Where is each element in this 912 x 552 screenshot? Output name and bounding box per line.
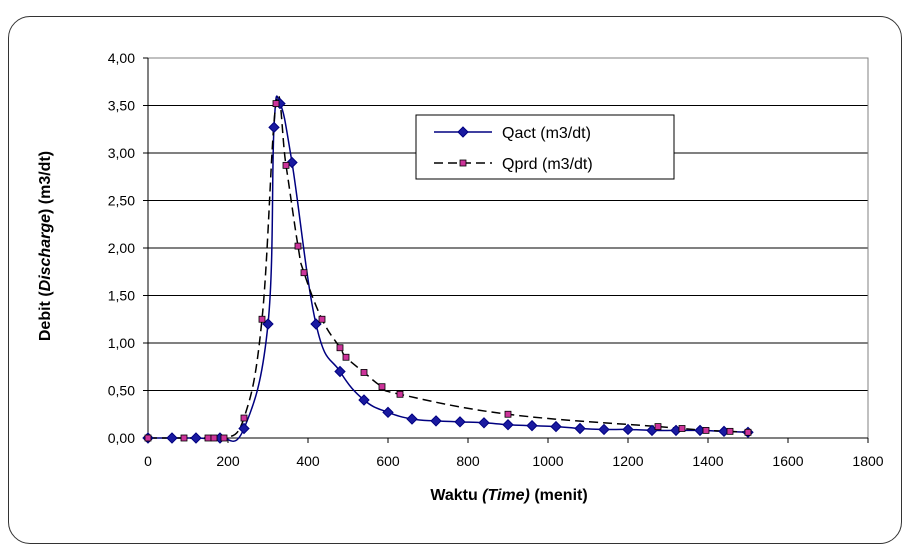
data-point-qprd <box>360 369 368 376</box>
y-tick-label: 4,00 <box>108 50 135 66</box>
legend-marker-qprd <box>459 159 467 167</box>
chart-frame <box>8 16 902 544</box>
data-point-qact <box>550 420 562 433</box>
y-tick-label: 0,00 <box>108 430 135 446</box>
y-axis-ticks: 0,00 0,50 1,00 1,50 2,00 2,50 3,00 3,50 4,00 <box>108 50 149 446</box>
x-tick-label: 400 <box>296 453 320 469</box>
data-point-qact <box>574 422 586 435</box>
legend-label-qact: Qact (m3/dt) <box>502 125 591 142</box>
y-tick-label: 2,50 <box>108 193 135 209</box>
data-point-qact <box>406 413 418 425</box>
data-point-qprd <box>282 161 290 169</box>
data-point-qprd <box>240 414 248 422</box>
x-axis-title: Waktu (Time) (menit) <box>430 487 587 504</box>
x-axis-title-part-1: Waktu <box>430 487 482 504</box>
y-tick-label: 0,50 <box>108 383 135 399</box>
x-tick-label: 600 <box>376 453 400 469</box>
data-point-qprd <box>726 427 734 435</box>
legend-label-qprd: Qprd (m3/dt) <box>502 156 593 173</box>
x-axis-ticks: 0 200 400 600 800 1000 1200 1400 1600 1800 <box>144 437 884 469</box>
data-point-qprd <box>258 315 266 323</box>
data-point-qprd <box>220 434 228 442</box>
data-point-qact <box>430 415 442 427</box>
x-axis-title-part-2: (Time) <box>482 487 530 504</box>
legend: Qact (m3/dt) Qprd (m3/dt) <box>415 114 675 180</box>
data-point-qprd <box>504 410 512 418</box>
data-point-qact <box>502 418 514 431</box>
data-point-qact <box>268 121 280 134</box>
x-tick-label: 1600 <box>772 453 803 469</box>
data-point-qprd <box>342 353 350 361</box>
data-point-qprd <box>336 344 344 352</box>
x-tick-label: 1800 <box>852 453 883 469</box>
data-point-qprd <box>272 100 280 107</box>
y-axis-title-part-2: Discharge <box>37 214 54 291</box>
data-point-qprd <box>180 434 188 442</box>
y-axis-title-part-3: ) (m3/dt) <box>37 151 54 214</box>
data-point-qprd <box>396 390 404 398</box>
x-tick-label: 200 <box>216 453 240 469</box>
data-point-qact <box>598 423 610 436</box>
data-point-qprd <box>294 242 302 250</box>
data-point-qact <box>190 432 202 444</box>
y-tick-label: 3,00 <box>108 145 135 161</box>
data-point-qact <box>478 417 490 429</box>
data-point-qprd <box>204 434 212 442</box>
legend-box <box>415 114 675 180</box>
data-point-qact <box>382 406 394 419</box>
x-tick-label: 0 <box>144 453 152 469</box>
data-point-qact <box>334 365 346 378</box>
y-tick-label: 2,00 <box>108 240 135 256</box>
y-tick-label: 1,00 <box>108 335 135 351</box>
data-point-qact <box>358 394 370 406</box>
data-point-qprd <box>144 434 152 442</box>
y-axis-title-part-1: Debit ( <box>37 291 54 341</box>
x-tick-label: 1200 <box>612 453 643 469</box>
y-tick-label: 1,50 <box>108 288 135 304</box>
data-point-qact <box>286 156 298 169</box>
data-point-qprd <box>318 315 326 323</box>
data-point-qact <box>238 422 250 435</box>
x-tick-label: 1000 <box>532 453 563 469</box>
data-point-qact <box>454 416 466 428</box>
x-axis-title-part-3: (menit) <box>530 487 588 504</box>
data-point-qprd <box>378 383 386 391</box>
data-point-qprd <box>744 428 752 436</box>
data-point-qprd <box>678 425 686 432</box>
x-tick-label: 1400 <box>692 453 723 469</box>
series-markers <box>142 97 754 444</box>
legend-marker-qact <box>457 126 469 138</box>
data-point-qact <box>166 432 178 444</box>
data-point-qprd <box>702 426 710 434</box>
data-point-qact <box>526 419 538 432</box>
y-axis-title: Debit (Discharge) (m3/dt) <box>37 151 54 341</box>
y-tick-label: 3,50 <box>108 98 135 114</box>
data-point-qprd <box>300 269 308 277</box>
data-point-qact <box>622 423 634 436</box>
x-tick-label: 800 <box>456 453 480 469</box>
data-point-qprd <box>210 434 218 442</box>
data-point-qprd <box>654 423 662 431</box>
